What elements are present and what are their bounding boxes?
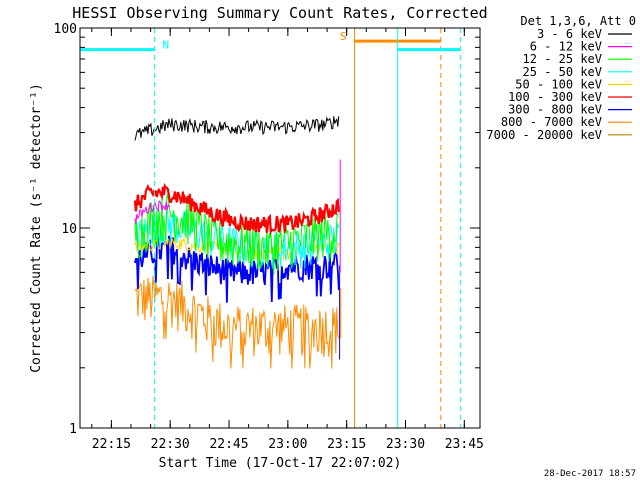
legend-label-5: 100 - 300 keV — [508, 90, 602, 104]
x-tick-label-5: 23:30 — [386, 437, 425, 452]
legend-label-8: 7000 - 20000 keV — [486, 128, 602, 142]
y-axis-label: Corrected Count Rate (s⁻¹ detector⁻¹) — [29, 83, 44, 373]
x-tick-label-2: 22:45 — [209, 437, 248, 452]
legend-label-4: 50 - 100 keV — [515, 77, 602, 91]
legend-label-0: 3 - 6 keV — [537, 27, 602, 41]
legend-label-7: 800 - 7000 keV — [501, 115, 602, 129]
legend-label-6: 300 - 800 keV — [508, 103, 602, 117]
x-axis-label: Start Time (17-Oct-17 22:07:02) — [159, 456, 402, 471]
series-line-2 — [134, 194, 339, 275]
series-line-1 — [134, 200, 171, 224]
y-tick-label-1: 10 — [61, 222, 77, 237]
timestamp: 28-Dec-2017 18:57 — [544, 469, 636, 479]
annotation-label-0: N — [163, 39, 170, 52]
data-layer — [133, 116, 342, 369]
legend-header: Det 1,3,6, Att 0 — [520, 14, 636, 28]
axes: 22:15 22:30 22:45 23:00 23:15 23:30 23:45 1 10 10… — [54, 22, 484, 452]
legend-label-2: 12 - 25 keV — [523, 52, 602, 66]
x-tick-label-3: 23:00 — [268, 437, 307, 452]
annotation-label-1: S — [340, 30, 347, 43]
chart-title: HESSI Observing Summary Count Rates, Cor… — [72, 4, 487, 22]
y-tick-label-2: 100 — [54, 22, 77, 37]
series-line-5 — [133, 182, 340, 236]
series-line-7 — [134, 275, 340, 369]
y-tick-label-0: 1 — [69, 422, 77, 437]
series-line-0 — [134, 116, 340, 141]
x-tick-label-1: 22:30 — [151, 437, 190, 452]
x-tick-label-6: 23:45 — [445, 437, 484, 452]
legend-label-3: 25 - 50 keV — [523, 65, 602, 79]
legend-label-1: 6 - 12 keV — [530, 40, 602, 54]
series-line-3 — [134, 208, 340, 269]
x-tick-label-0: 22:15 — [92, 437, 131, 452]
x-tick-label-4: 23:15 — [327, 437, 366, 452]
